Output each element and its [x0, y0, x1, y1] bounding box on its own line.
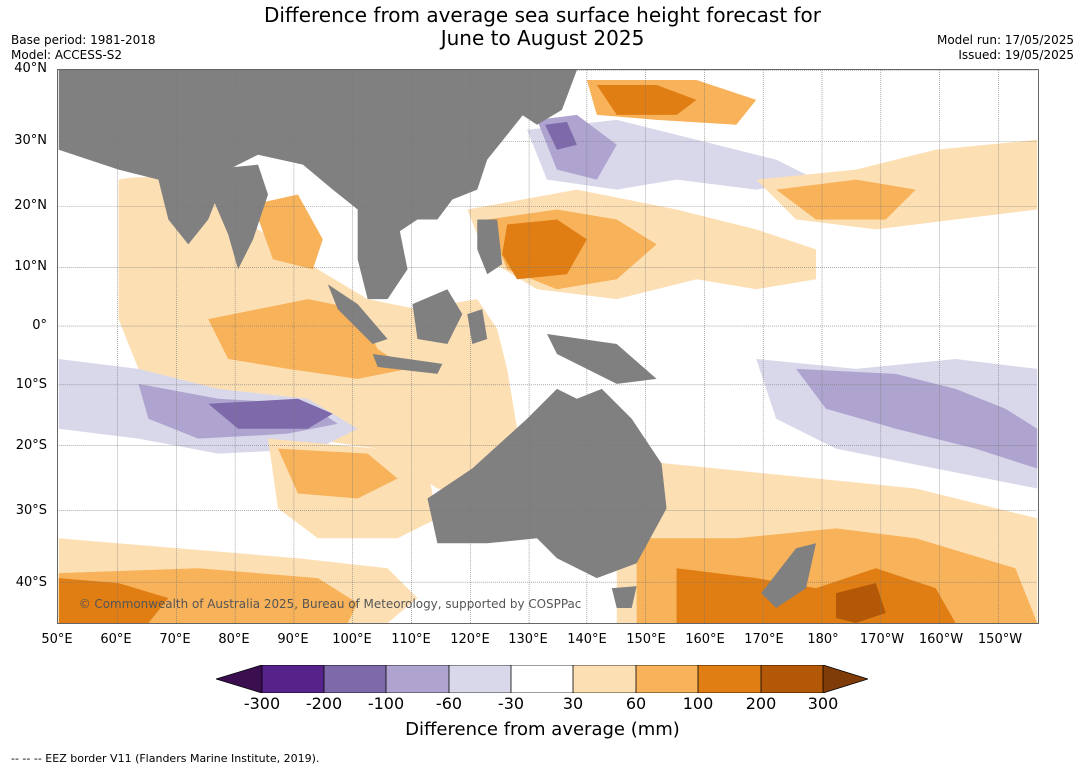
colorbar-label: 300: [807, 694, 839, 713]
colorbar-label: 60: [625, 694, 647, 713]
colorbar-bin: [386, 665, 449, 693]
base-period: Base period: 1981-2018: [11, 33, 156, 47]
lat-label: 40°S: [15, 575, 47, 590]
colorbar-label: -100: [367, 694, 405, 713]
lon-label: 90°E: [277, 632, 309, 647]
lat-label: 30°S: [15, 503, 47, 518]
issued-date: Issued: 19/05/2025: [958, 48, 1074, 62]
footnote: -- -- -- EEZ border V11 (Flanders Marine…: [11, 752, 320, 765]
model-run: Model run: 17/05/2025: [936, 33, 1074, 47]
colorbar-bin: [324, 665, 386, 693]
meta-right: Model run: 17/05/2025 Issued: 19/05/2025: [937, 33, 1074, 63]
lon-label: 180°: [807, 632, 839, 647]
lon-label: 160°E: [685, 632, 725, 647]
lon-label: 50°E: [41, 632, 73, 647]
colorbar-bin: [262, 665, 324, 693]
colorbar: [216, 665, 868, 693]
colorbar-label: -200: [305, 694, 343, 713]
lon-label: 110°E: [391, 632, 431, 647]
map-panel: © Commonwealth of Australia 2025, Bureau…: [57, 69, 1039, 624]
colorbar-label: 200: [745, 694, 777, 713]
model-name: Model: ACCESS-S2: [11, 48, 123, 62]
lon-label: 150°E: [626, 632, 666, 647]
lon-label: 170°W: [859, 632, 905, 647]
lat-label: 20°S: [15, 438, 47, 453]
lon-label: 140°E: [567, 632, 607, 647]
colorbar-extend-high: [823, 665, 868, 693]
lon-label: 70°E: [159, 632, 191, 647]
lat-label: 0°: [32, 318, 47, 333]
colorbar-bin: [449, 665, 511, 693]
colorbar-bin: [573, 665, 636, 693]
colorbar-bin: [698, 665, 761, 693]
lat-label: 10°N: [14, 259, 47, 274]
lon-label: 60°E: [100, 632, 132, 647]
colorbar-bin: [636, 665, 698, 693]
lat-label: 30°N: [14, 133, 47, 148]
copyright-text: © Commonwealth of Australia 2025, Bureau…: [79, 597, 582, 611]
lon-label: 80°E: [218, 632, 250, 647]
lon-label: 100°E: [332, 632, 372, 647]
title-line-2: June to August 2025: [440, 26, 645, 50]
lon-label: 160°W: [918, 632, 964, 647]
colorbar-label: 30: [562, 694, 584, 713]
title-line-1: Difference from average sea surface heig…: [263, 3, 822, 27]
lat-label: 40°N: [14, 61, 47, 76]
colorbar-bin: [761, 665, 823, 693]
lon-label: 150°W: [977, 632, 1023, 647]
colorbar-label: -30: [497, 694, 525, 713]
lon-label: 130°E: [508, 632, 548, 647]
lon-label: 120°E: [450, 632, 490, 647]
colorbar-title: Difference from average (mm): [405, 719, 680, 740]
meta-left: Base period: 1981-2018 Model: ACCESS-S2: [11, 33, 156, 63]
lon-label: 170°E: [744, 632, 784, 647]
lat-label: 10°S: [15, 377, 47, 392]
colorbar-label: -300: [243, 694, 281, 713]
colorbar-label: 100: [682, 694, 714, 713]
land: [58, 70, 817, 609]
colorbar-bin: [511, 665, 573, 693]
map-title: Difference from average sea surface heig…: [0, 4, 1085, 50]
colorbar-label: -60: [435, 694, 463, 713]
lat-label: 20°N: [14, 198, 47, 213]
colorbar-extend-low: [216, 665, 262, 693]
graticule: [58, 70, 1038, 623]
